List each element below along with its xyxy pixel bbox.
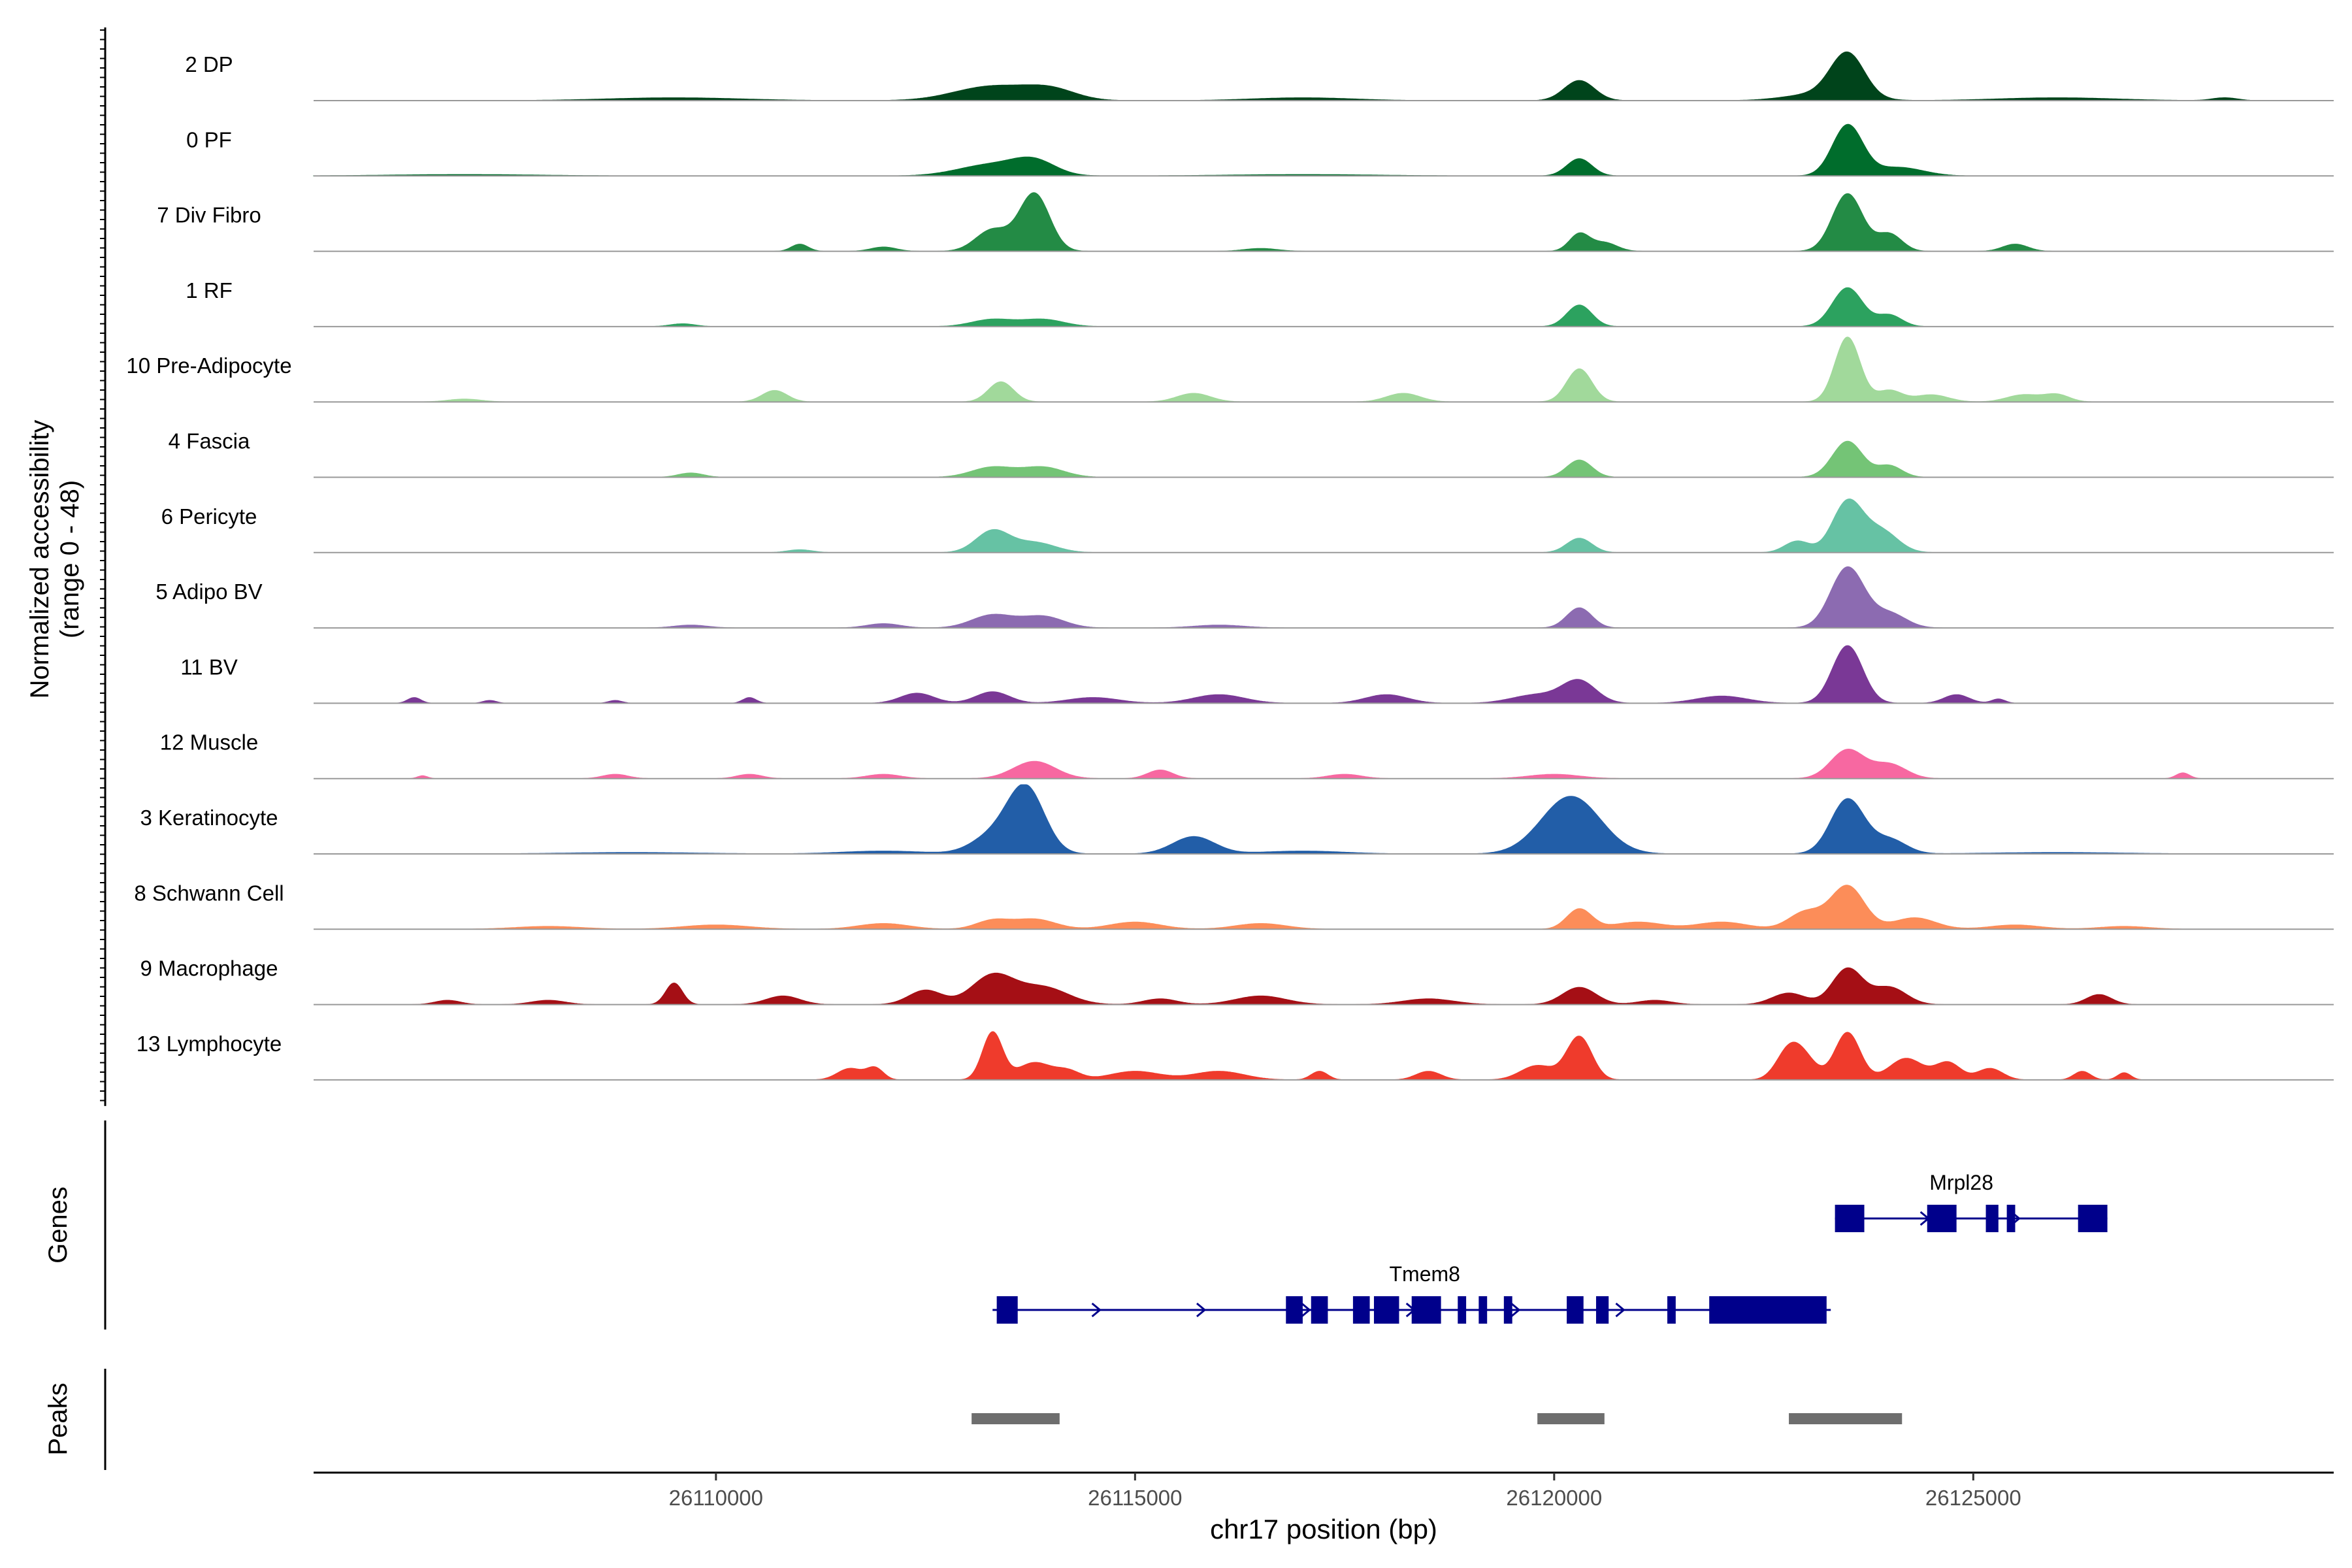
track-label: 3 Keratinocyte (140, 806, 278, 830)
track-2-dp: 2 DP (185, 51, 2334, 101)
strand-arrow (1511, 1302, 1521, 1318)
track-label: 7 Div Fibro (157, 203, 261, 227)
track-label: 8 Schwann Cell (134, 881, 284, 905)
coverage-area (314, 440, 2334, 478)
coverage-area (313, 123, 2334, 176)
coverage-area (314, 967, 2334, 1005)
coverage-area (314, 336, 2334, 402)
coverage-area (314, 885, 2334, 930)
strand-arrow (1615, 1302, 1625, 1318)
exon-block (1458, 1296, 1467, 1324)
track-label: 11 BV (180, 655, 237, 679)
track-label: 2 DP (185, 52, 233, 76)
exon-block (1311, 1296, 1328, 1324)
track-label: 12 Muscle (160, 730, 258, 755)
coverage-area (314, 645, 2334, 704)
track-13-lymphocyte: 13 Lymphocyte (137, 1031, 2334, 1081)
coverage-area (314, 1031, 2334, 1081)
x-axis-label: chr17 position (bp) (1210, 1514, 1437, 1544)
x-axis-ticks: 26110000 26115000 26120000 26125000 (669, 1473, 2021, 1510)
exon-block (1709, 1296, 1827, 1324)
track-12-muscle: 12 Muscle (160, 730, 2334, 779)
track-1-rf: 1 RF (186, 278, 2334, 327)
coverage-y-axis (100, 27, 106, 1106)
coverage-area (314, 566, 2334, 629)
x-tick-label: 26120000 (1506, 1486, 1602, 1510)
peak-region-bar (972, 1413, 1060, 1424)
track-label: 1 RF (186, 278, 233, 302)
exon-block (1927, 1205, 1957, 1232)
track-6-pericyte: 6 Pericyte (161, 498, 2334, 553)
x-tick-label: 26115000 (1088, 1486, 1182, 1510)
strand-arrow (1196, 1302, 1207, 1318)
coverage-area (314, 498, 2334, 553)
exon-block (2006, 1205, 2016, 1232)
track-9-macrophage: 9 Macrophage (140, 956, 2334, 1005)
track-11-bv: 11 BV (180, 645, 2334, 704)
track-label: 0 PF (186, 127, 232, 152)
exon-block (1835, 1205, 1865, 1232)
coverage-area (314, 784, 2334, 855)
gene-models: Mrpl28 Tmem8 (992, 1171, 2108, 1324)
strand-arrow (1091, 1302, 1102, 1318)
strand-arrow (1301, 1302, 1311, 1318)
coverage-y-label-line2: (range 0 - 48) (56, 480, 84, 638)
exon-block (1352, 1296, 1370, 1324)
exon-block (1985, 1205, 1999, 1232)
peak-region-bar (1537, 1413, 1605, 1424)
gene-mrpl28: Mrpl28 (1835, 1171, 2108, 1232)
genes-label: Genes (44, 1186, 73, 1264)
exon-block (1667, 1296, 1676, 1324)
exon-block (1286, 1296, 1303, 1324)
exon-block (1567, 1296, 1584, 1324)
track-10-pre-adipocyte: 10 Pre-Adipocyte (126, 336, 2334, 403)
track-8-schwann-cell: 8 Schwann Cell (134, 881, 2334, 930)
track-5-adipo-bv: 5 Adipo BV (155, 566, 2334, 629)
exon-block (2078, 1205, 2108, 1232)
track-label: 5 Adipo BV (155, 580, 262, 604)
coverage-area (314, 287, 2334, 327)
coverage-area (314, 51, 2334, 101)
exon-block (1373, 1296, 1399, 1324)
peak-regions (972, 1413, 1903, 1424)
coverage-area (314, 192, 2334, 252)
coverage-y-label-line1: Normalized accessibility (25, 420, 54, 699)
track-label: 13 Lymphocyte (137, 1032, 282, 1056)
coverage-area (314, 748, 2334, 779)
coverage-tracks: 2 DP 0 PF 7 Div Fibro 1 RF 10 Pre-Adipocyte 4… (126, 51, 2334, 1081)
track-3-keratinocyte: 3 Keratinocyte (140, 784, 2334, 855)
track-4-fascia: 4 Fascia (169, 429, 2334, 478)
track-label: 10 Pre-Adipocyte (126, 353, 291, 378)
track-7-div-fibro: 7 Div Fibro (157, 192, 2334, 252)
gene-name-label: Mrpl28 (1929, 1171, 1993, 1194)
peaks-label: Peaks (44, 1382, 73, 1455)
gene-name-label: Tmem8 (1389, 1262, 1460, 1286)
exon-block (1478, 1296, 1488, 1324)
x-tick-label: 26125000 (1925, 1486, 2021, 1510)
exon-block (996, 1296, 1018, 1324)
track-label: 9 Macrophage (140, 956, 278, 981)
track-label: 6 Pericyte (161, 504, 257, 529)
peak-region-bar (1789, 1413, 1903, 1424)
exon-block (1503, 1296, 1512, 1324)
gene-tmem8: Tmem8 (992, 1262, 1831, 1324)
exon-block (1411, 1296, 1441, 1324)
x-tick-label: 26110000 (669, 1486, 763, 1510)
exon-block (1595, 1296, 1609, 1324)
track-label: 4 Fascia (169, 429, 250, 453)
track-0-pf: 0 PF (186, 123, 2334, 177)
